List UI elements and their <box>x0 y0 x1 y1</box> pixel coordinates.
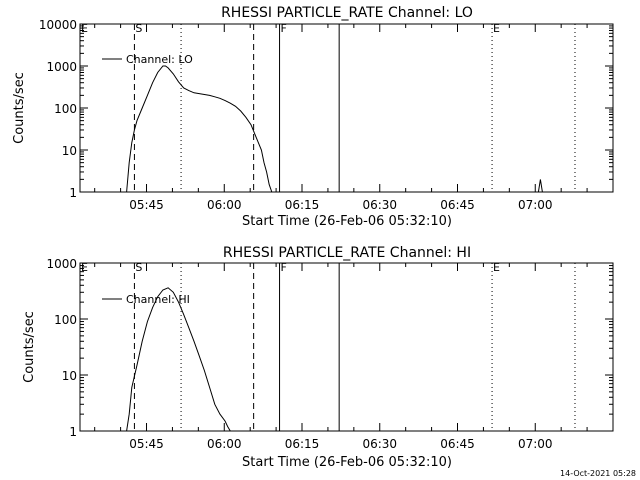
chart-title: RHESSI PARTICLE_RATE Channel: LO <box>221 5 473 21</box>
x-tick-label: 06:30 <box>362 198 397 212</box>
x-axis-ticks: 05:45 06:00 06:15 06:30 06:45 07:00 <box>94 24 614 212</box>
y-tick-label: 10000 <box>39 18 77 32</box>
flag-label: F <box>281 261 287 274</box>
x-tick-label: 06:00 <box>207 437 242 451</box>
x-axis-label: Start Time (26-Feb-06 05:32:10) <box>242 214 452 229</box>
x-tick-label: 06:30 <box>362 437 397 451</box>
y-axis-ticks: 1 10 100 1000 10000 <box>39 18 613 200</box>
y-axis-ticks: 1 10 100 1000 <box>46 257 613 439</box>
plot-frame <box>79 262 614 432</box>
x-axis-label: Start Time (26-Feb-06 05:32:10) <box>242 455 452 470</box>
plot-frame <box>79 23 614 193</box>
flag-label: E <box>81 22 88 35</box>
x-tick-label: 06:45 <box>440 198 475 212</box>
y-axis-label: Counts/sec <box>22 311 37 383</box>
flag-label: E <box>493 22 500 35</box>
flag-label: S <box>135 261 142 274</box>
timestamp-stamp: 14-Oct-2021 05:28 <box>560 469 636 478</box>
legend-label: Channel: HI <box>126 293 190 306</box>
flag-label: F <box>281 22 287 35</box>
y-tick-label: 100 <box>54 313 77 327</box>
x-tick-label: 07:00 <box>518 198 553 212</box>
legend-label: Channel: LO <box>126 53 193 66</box>
x-tick-label: 06:15 <box>285 437 320 451</box>
y-tick-label: 1000 <box>46 60 77 74</box>
flag-label: E <box>81 261 88 274</box>
x-tick-label: 06:45 <box>440 437 475 451</box>
y-tick-label: 1 <box>69 186 77 200</box>
flag-label: S <box>135 22 142 35</box>
y-tick-label: 1 <box>69 425 77 439</box>
y-tick-label: 10 <box>62 369 77 383</box>
x-axis-ticks: 05:45 06:00 06:15 06:30 06:45 07:00 <box>94 263 614 451</box>
flag-label: E <box>493 261 500 274</box>
x-tick-label: 06:15 <box>285 198 320 212</box>
x-tick-label: 05:45 <box>129 437 164 451</box>
y-tick-label: 10 <box>62 144 77 158</box>
spike-mark <box>537 179 543 193</box>
x-tick-label: 06:00 <box>207 198 242 212</box>
series-line-hi <box>126 287 231 432</box>
x-tick-label: 05:45 <box>129 198 164 212</box>
series-line-lo <box>126 65 273 193</box>
y-axis-label: Counts/sec <box>12 72 27 144</box>
x-tick-label: 07:00 <box>518 437 553 451</box>
chart-title: RHESSI PARTICLE_RATE Channel: HI <box>223 245 471 261</box>
y-tick-label: 100 <box>54 102 77 116</box>
y-tick-label: 1000 <box>46 257 77 271</box>
